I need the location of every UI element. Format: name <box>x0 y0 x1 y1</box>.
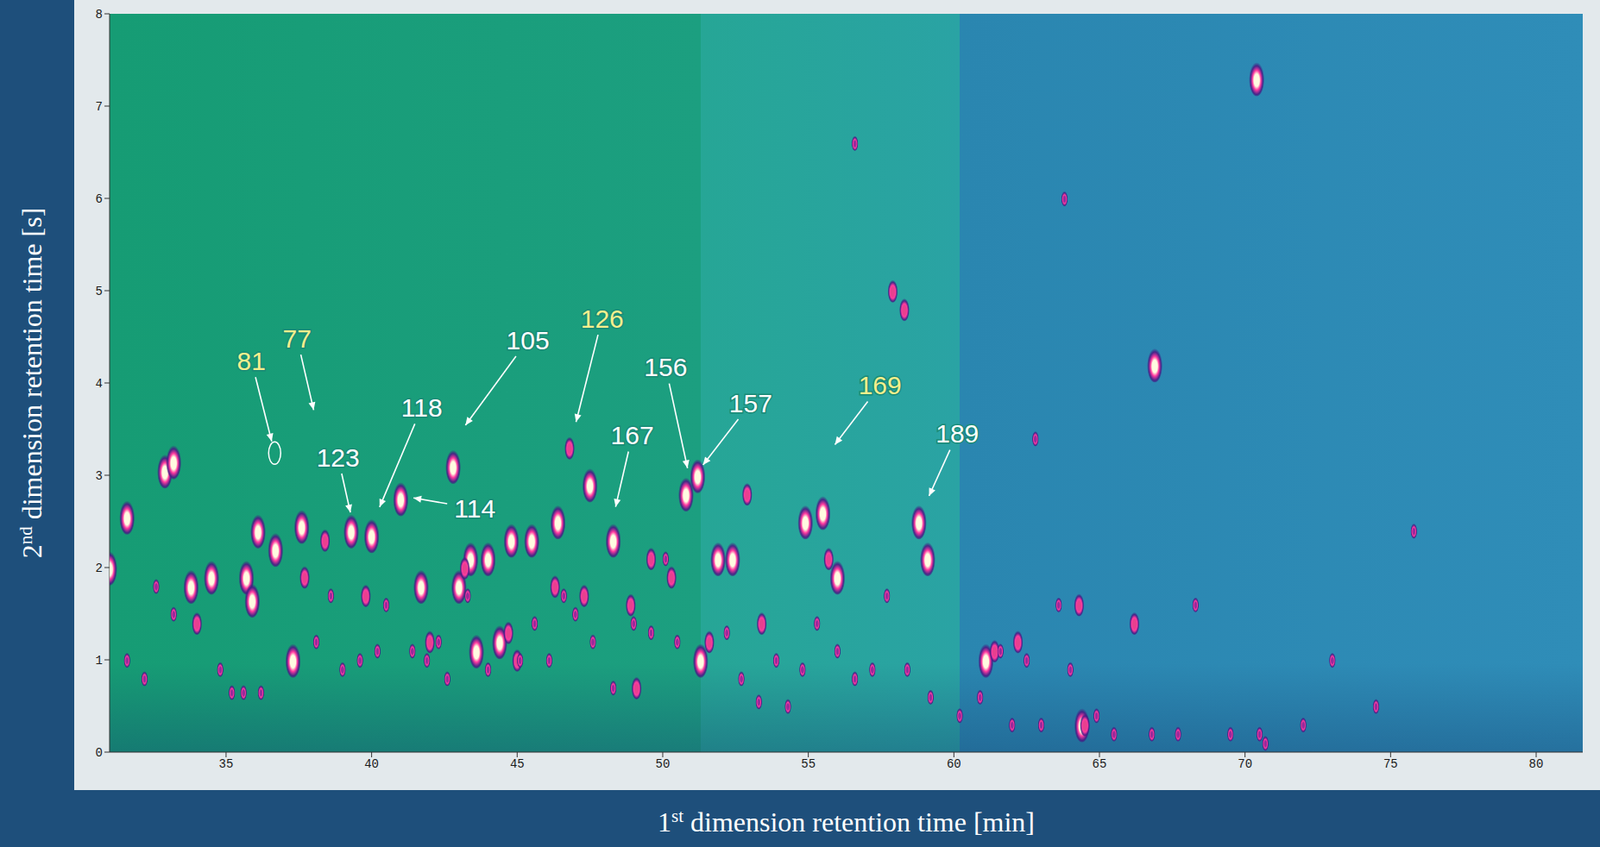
svg-text:45: 45 <box>510 757 525 772</box>
svg-text:126: 126 <box>580 304 624 334</box>
svg-text:4: 4 <box>95 377 103 391</box>
svg-text:70: 70 <box>1237 757 1253 772</box>
svg-text:55: 55 <box>800 757 816 772</box>
svg-text:6: 6 <box>95 192 103 207</box>
svg-text:1st dimension retention time [: 1st dimension retention time [min] <box>657 806 1035 838</box>
svg-text:77: 77 <box>282 324 311 353</box>
svg-text:40: 40 <box>364 757 379 772</box>
svg-text:75: 75 <box>1383 757 1399 772</box>
svg-text:81: 81 <box>237 346 266 376</box>
svg-text:65: 65 <box>1092 757 1108 772</box>
svg-text:8: 8 <box>95 7 103 22</box>
svg-text:169: 169 <box>858 371 902 400</box>
svg-text:114: 114 <box>453 494 496 523</box>
svg-text:167: 167 <box>611 421 655 450</box>
svg-text:3: 3 <box>95 469 103 484</box>
svg-text:105: 105 <box>506 326 550 355</box>
svg-text:7: 7 <box>95 100 103 114</box>
svg-text:60: 60 <box>946 757 962 772</box>
svg-text:118: 118 <box>401 393 443 423</box>
svg-text:1: 1 <box>95 654 103 668</box>
svg-text:50: 50 <box>655 757 671 772</box>
svg-text:123: 123 <box>316 443 360 473</box>
svg-text:35: 35 <box>219 757 234 772</box>
svg-text:189: 189 <box>935 419 979 448</box>
svg-text:2: 2 <box>95 561 103 576</box>
svg-text:2nd dimension retention time [: 2nd dimension retention time [s] <box>15 207 48 560</box>
svg-text:156: 156 <box>643 352 687 382</box>
svg-text:157: 157 <box>729 389 773 418</box>
svg-text:0: 0 <box>95 746 103 761</box>
svg-text:80: 80 <box>1529 757 1544 772</box>
svg-text:5: 5 <box>95 284 103 299</box>
